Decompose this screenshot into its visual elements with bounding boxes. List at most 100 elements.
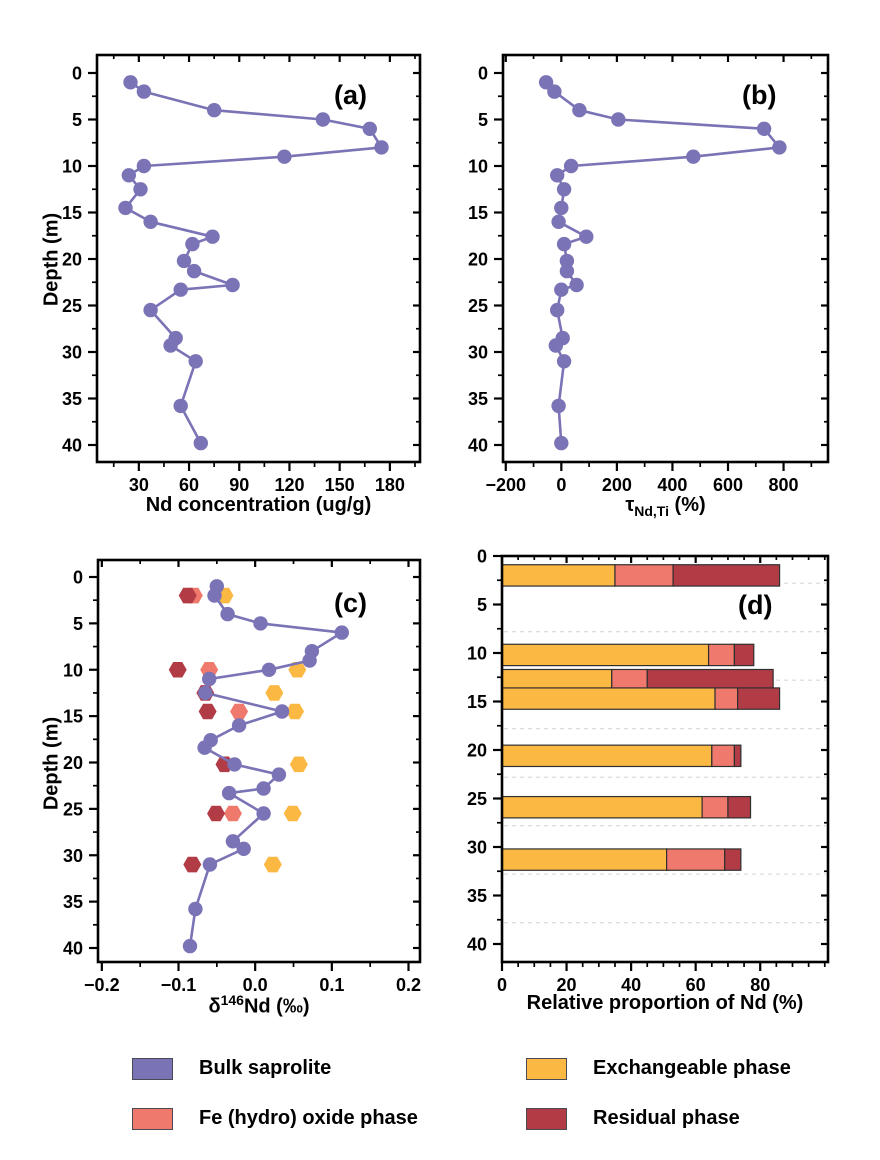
y-tick-label: 25 — [62, 296, 82, 316]
y-tick-label: 25 — [467, 789, 487, 809]
x-tick-label: 200 — [602, 475, 632, 495]
y-tick-label: 5 — [477, 595, 487, 615]
legend-item-fe-oxide: Fe (hydro) oxide phase — [132, 1107, 418, 1130]
bar-segment-residual — [672, 564, 781, 587]
tau-symbol: τ — [625, 494, 635, 516]
data-point-exchangeable — [286, 703, 305, 720]
y-tick-label: 30 — [63, 846, 83, 866]
x-tick-label: 400 — [657, 475, 687, 495]
data-point-bulk — [271, 767, 287, 782]
y-tick-label: 30 — [62, 343, 82, 363]
y-tick-label: 0 — [478, 64, 488, 84]
data-point-bulk — [198, 685, 213, 701]
data-point-bulk — [556, 354, 572, 369]
x-tick-label: 600 — [713, 475, 743, 495]
x-tick-label: 800 — [769, 475, 799, 495]
x-tick-label: 40 — [621, 975, 641, 995]
data-point-residual — [207, 805, 226, 822]
data-point-bulk — [559, 263, 575, 279]
y-tick-label: 15 — [63, 707, 83, 727]
data-point-exchangeable — [289, 756, 308, 773]
data-point-bulk — [579, 229, 594, 244]
data-point-bulk — [256, 781, 271, 796]
residual-swatch — [526, 1107, 567, 1130]
data-point-bulk — [197, 740, 212, 755]
y-tick-label: 5 — [478, 110, 488, 130]
profile-line-bulk — [545, 81, 781, 444]
y-tick-label: 30 — [468, 343, 488, 363]
data-point-bulk — [362, 121, 377, 136]
panel-b-label: (b) — [742, 80, 777, 110]
data-point-exchangeable — [283, 805, 302, 822]
bar-segment-fe — [701, 795, 729, 819]
fe-oxide-swatch — [132, 1107, 173, 1130]
y-tick-label: 20 — [467, 741, 487, 761]
x-tick-label: −0.2 — [84, 975, 120, 995]
x-tick-label: 0.2 — [396, 975, 421, 995]
data-point-bulk — [274, 704, 290, 719]
y-tick-label: 0 — [72, 64, 82, 84]
bar-segment-fe — [614, 564, 674, 587]
panel-a-label: (a) — [334, 80, 367, 110]
bar-segment-residual — [733, 643, 755, 667]
data-point-bulk — [221, 785, 237, 801]
x-tick-label: 120 — [274, 475, 304, 495]
data-point-bulk — [207, 103, 222, 118]
y-tick-label: 0 — [73, 568, 83, 588]
y-tick-label: 35 — [63, 892, 83, 912]
data-point-bulk — [563, 158, 579, 174]
legend-item-residual: Residual phase — [526, 1107, 740, 1130]
data-point-bulk — [334, 625, 349, 640]
data-point-bulk — [173, 398, 188, 414]
data-point-bulk — [538, 75, 554, 90]
y-tick-label: 20 — [468, 250, 488, 270]
data-point-bulk — [185, 236, 200, 252]
data-point-bulk — [772, 140, 787, 155]
residual-label: Residual phase — [593, 1107, 740, 1129]
data-point-bulk — [227, 757, 242, 772]
data-point-bulk — [611, 112, 626, 127]
y-tick-label: 5 — [72, 110, 82, 130]
data-point-bulk — [277, 149, 292, 164]
panel-c-label: (c) — [334, 588, 367, 618]
x-axis-title-c: δ146Nd (‰) — [98, 992, 420, 1019]
y-tick-label: 30 — [467, 838, 487, 858]
data-point-bulk — [202, 857, 218, 872]
exchangeable-label: Exchangeable phase — [593, 1057, 791, 1079]
data-point-bulk — [550, 302, 565, 318]
data-point-bulk — [315, 112, 331, 127]
y-tick-label: 35 — [468, 389, 488, 409]
data-point-bulk — [121, 168, 136, 183]
data-point-bulk — [572, 103, 587, 118]
tau-units: (%) — [669, 494, 706, 516]
data-point-bulk — [256, 806, 271, 821]
data-point-fe — [223, 805, 242, 822]
data-point-bulk — [551, 214, 566, 229]
x-tick-label: 0 — [556, 475, 566, 495]
fe-oxide-label: Fe (hydro) oxide phase — [199, 1107, 418, 1129]
data-point-bulk — [554, 435, 569, 451]
data-point-residual — [178, 587, 197, 604]
plot-frame — [501, 53, 830, 464]
y-tick-label: 20 — [62, 250, 82, 270]
data-point-exchangeable — [265, 685, 284, 701]
y-tick-label: 10 — [62, 157, 82, 177]
data-point-bulk — [302, 653, 317, 668]
x-axis-title-b: τNd,Ti (%) — [503, 494, 828, 519]
y-tick-label: 0 — [477, 547, 487, 567]
data-point-bulk — [554, 282, 569, 297]
y-tick-label: 25 — [63, 799, 83, 819]
data-point-bulk — [133, 182, 148, 197]
profile-line-bulk — [188, 585, 344, 947]
legend-item-exchangeable: Exchangeable phase — [526, 1057, 791, 1080]
data-point-bulk — [123, 75, 138, 90]
data-point-bulk — [551, 398, 566, 414]
x-tick-label: 150 — [325, 475, 355, 495]
delta-symbol: δ — [208, 995, 221, 1018]
x-tick-label: 60 — [686, 975, 706, 995]
data-point-bulk — [188, 354, 203, 369]
bar-segment-residual — [727, 795, 752, 819]
data-point-exchangeable — [288, 661, 307, 678]
data-point-bulk — [136, 158, 152, 174]
